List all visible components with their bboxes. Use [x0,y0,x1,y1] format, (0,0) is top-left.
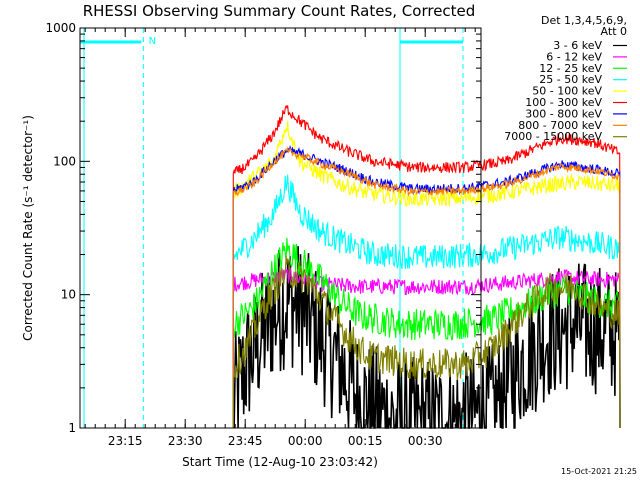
legend-label: 100 - 300 keV [525,96,602,109]
legend-label: 50 - 100 keV [532,85,602,98]
x-tick-label: 23:15 [108,434,143,448]
x-tick-label: 00:00 [288,434,323,448]
series-line-7 [232,146,621,429]
x-tick-label: 00:15 [348,434,383,448]
timestamp: 15-Oct-2021 21:25 [561,467,637,476]
plot-area: N [80,28,621,429]
legend-label: 12 - 25 keV [539,62,602,75]
legend-label: 800 - 7000 keV [518,119,602,132]
legend-header: Att 0 [601,25,627,38]
legend-label: 300 - 800 keV [525,107,602,120]
x-tick-label: 00:30 [408,434,443,448]
y-tick-label: 1 [68,421,76,435]
series-line-5 [232,104,621,429]
series-line-0 [232,246,621,429]
axes: 1 10 100 1000 23:15 23:30 23:45 00:00 00:15 00:30 [45,21,482,448]
chart-title: RHESSI Observing Summary Count Rates, Co… [83,2,476,20]
series-line-6 [232,144,621,429]
saa-label: N [149,36,156,47]
x-tick-label: 23:45 [228,434,263,448]
y-axis-label: Corrected Count Rate (s⁻¹ detector⁻¹) [21,115,35,341]
legend-label: 3 - 6 keV [553,39,602,52]
series-line-8 [232,256,621,429]
y-tick-label: 100 [53,154,76,168]
series-line-3 [232,174,621,429]
legend-label: 7000 - 15000 keV [504,130,602,143]
series-line-4 [232,120,621,429]
legend-label: 6 - 12 keV [546,50,602,63]
legend-label: 25 - 50 keV [539,73,602,86]
x-tick-label: 23:30 [168,434,203,448]
legend-header: Det 1,3,4,5,6,9, [541,14,627,27]
y-tick-label: 10 [61,288,76,302]
axis-frame [79,27,482,429]
y-tick-label: 1000 [45,21,76,35]
x-axis-label: Start Time (12-Aug-10 23:03:42) [182,455,378,469]
